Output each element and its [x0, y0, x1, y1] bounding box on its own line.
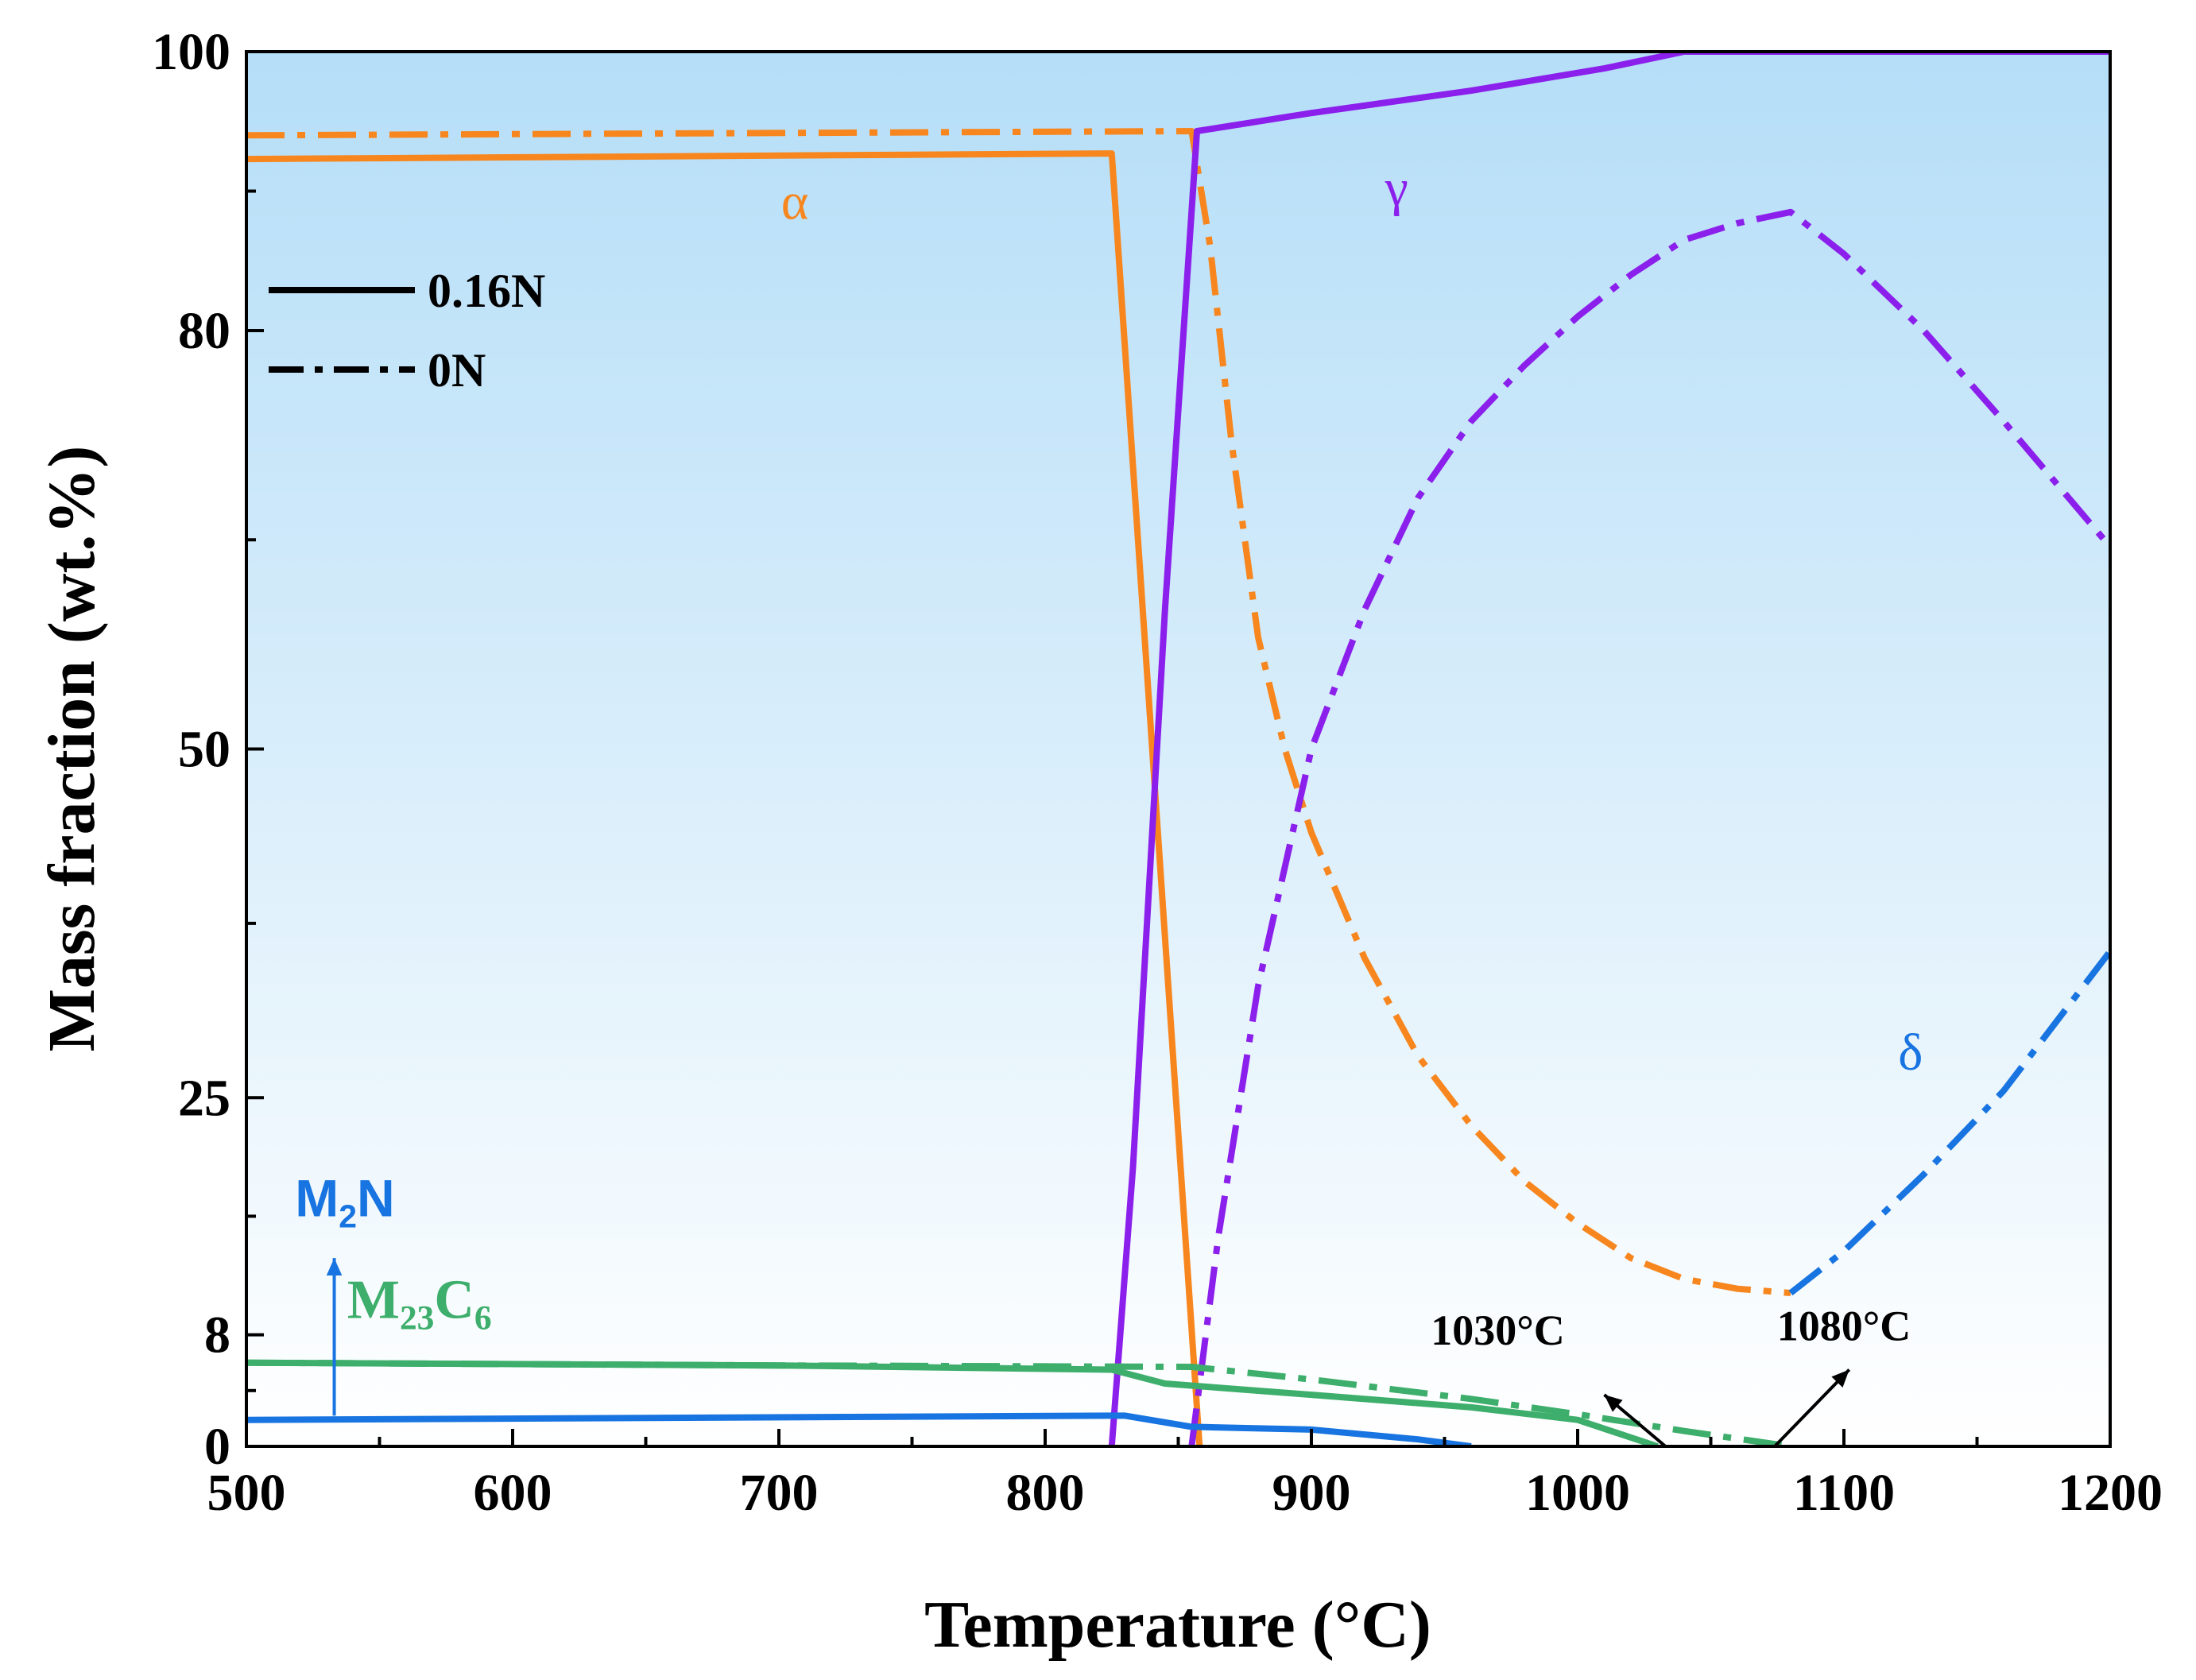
x-tick-label: 700: [740, 1464, 819, 1522]
label-m2n: M2N: [295, 1168, 394, 1234]
phase-label: δ: [1898, 1024, 1923, 1082]
series-layer: [246, 52, 2110, 1446]
plot-background: [246, 52, 2110, 1446]
y-tick-label: 0: [204, 1418, 230, 1476]
x-tick-label: 1000: [1525, 1464, 1630, 1522]
y-tick-label: 80: [178, 302, 230, 360]
x-tick-label: 900: [1272, 1464, 1351, 1522]
label-m23c6: M23C6: [347, 1270, 492, 1337]
series-line-gamma-0n: [1188, 208, 2110, 1446]
y-tick-label: 8: [204, 1306, 230, 1365]
x-axis-title: Temperature (°C): [924, 1588, 1431, 1662]
series-line-m2n-0-16n: [246, 1412, 1472, 1446]
temperature-annotation: 1080°C: [1777, 1303, 1911, 1350]
temperature-arrow-head: [1831, 1369, 1849, 1388]
x-tick-label: 600: [474, 1464, 552, 1522]
series-line-m23c6-0n: [246, 1359, 1791, 1446]
legend-label-dashdot: 0N: [428, 344, 486, 397]
temperature-arrow-shaft: [1773, 1368, 1851, 1448]
temperature-annotation: 1030°C: [1431, 1306, 1565, 1354]
series-line-delta-0n: [1788, 949, 2110, 1296]
phase-label: γ: [1385, 159, 1408, 217]
tick-layer: 500 600 700 800 900 1000 1100 1200 0 8 25 50 80 100: [152, 23, 2163, 1522]
m2n-arrow-head: [326, 1258, 343, 1275]
y-tick-label: 100: [152, 23, 230, 81]
temperature-arrow-head: [1604, 1395, 1623, 1412]
y-axis-title: Mass fraction (wt.%): [35, 446, 109, 1052]
y-tick-label: 50: [178, 721, 230, 779]
x-tick-label: 500: [207, 1464, 286, 1522]
annotation-layer: α γ δ M2N M23C6 1030°C 1080°C: [295, 159, 1923, 1448]
series-line-alpha-0-16n: [246, 150, 1203, 1446]
x-tick-label: 1200: [2058, 1464, 2163, 1522]
phase-label: α: [781, 173, 809, 231]
legend-label-solid: 0.16N: [428, 265, 545, 317]
x-tick-label: 1100: [1793, 1464, 1895, 1522]
series-line-alpha-0n: [246, 128, 1791, 1296]
y-tick-label: 25: [178, 1069, 230, 1127]
legend: 0.16N 0N: [269, 265, 545, 397]
series-line-gamma-0-16n: [1108, 52, 2110, 1446]
x-tick-label: 800: [1006, 1464, 1085, 1522]
